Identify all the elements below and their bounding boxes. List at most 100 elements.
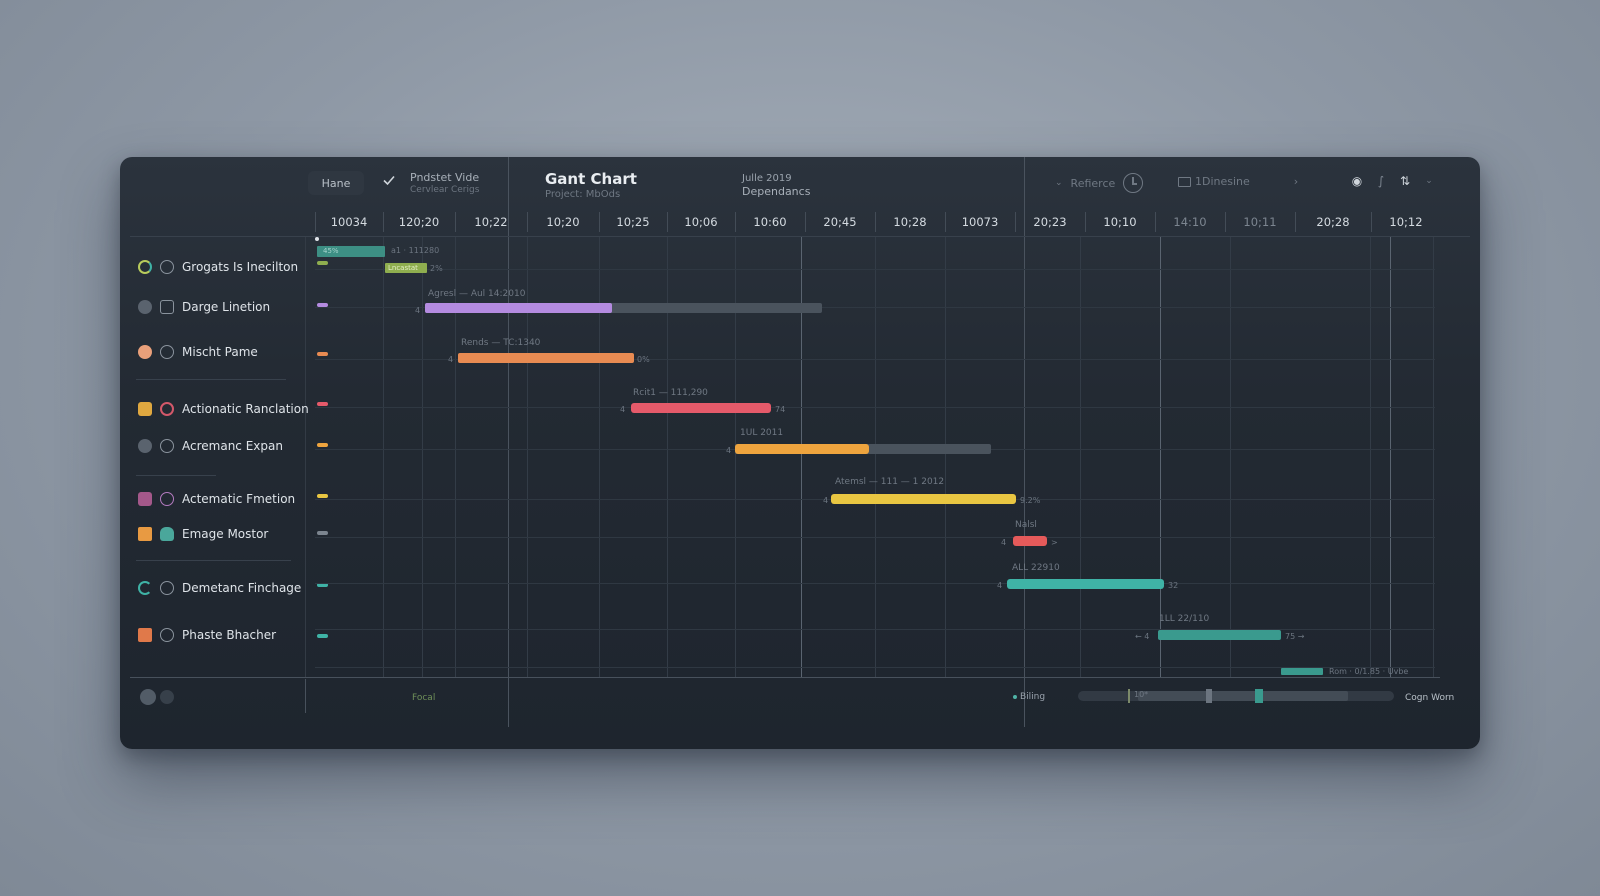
task-row[interactable]: Phaste Bhacher — [138, 625, 276, 645]
tick-separator — [875, 212, 876, 232]
tick-separator — [667, 212, 668, 232]
check-icon[interactable] — [382, 173, 396, 187]
scroll-marker-label: 10* — [1134, 690, 1149, 699]
grid-line — [527, 237, 528, 677]
gantt-bar[interactable] — [425, 303, 612, 313]
time-tick: 20;28 — [1316, 215, 1350, 229]
gantt-bar[interactable] — [1007, 579, 1164, 589]
task-row[interactable]: Emage Mostor — [138, 524, 268, 544]
chevron-down-icon[interactable]: ⌄ — [1425, 176, 1433, 186]
grid-line — [383, 237, 384, 677]
link-icon[interactable]: ∫ — [1377, 174, 1385, 188]
task-color-marker — [317, 303, 328, 307]
bar-label: Nalsl — [1015, 520, 1037, 530]
gantt-bar[interactable] — [1281, 668, 1323, 675]
bar-start-label: 4 — [823, 496, 829, 505]
task-row[interactable]: Demetanc Finchage — [138, 578, 301, 598]
badge-icon — [138, 402, 152, 416]
grid-line — [1370, 237, 1371, 677]
scroll-marker — [1206, 689, 1212, 703]
timeline-selector[interactable]: 1Dinesine › — [1178, 175, 1298, 188]
tick-separator — [1225, 212, 1226, 232]
avatar[interactable] — [160, 690, 174, 704]
task-label: Mischt Pame — [182, 345, 258, 359]
task-label: Actematic Fmetion — [182, 492, 296, 506]
task-row[interactable]: Actionatic Ranclation — [138, 399, 309, 419]
task-row[interactable]: Acremanc Expan — [138, 436, 283, 456]
grid-line — [1230, 237, 1231, 677]
time-tick: 20;23 — [1033, 215, 1067, 229]
bar-end-label: 32 — [1168, 581, 1179, 590]
avatar[interactable] — [140, 689, 156, 705]
tick-separator — [1295, 212, 1296, 232]
bar-end-label: Rom · 0/1.85 · Uvbe — [1329, 667, 1409, 676]
bar-label: Agresl — Aul 14:2010 — [428, 289, 526, 299]
row-line — [315, 269, 1435, 270]
gantt-bar[interactable] — [735, 444, 869, 454]
group-divider — [136, 379, 286, 380]
image-icon — [138, 492, 152, 506]
task-color-marker — [317, 634, 328, 638]
grid-line — [945, 237, 946, 677]
target-icon — [160, 345, 174, 359]
dependencies-label: Dependancs — [742, 185, 811, 198]
user-icon — [160, 260, 174, 274]
gantt-grid: 45% a1 · 111280 Lncastat 2% Agresl — Aul… — [315, 237, 1435, 677]
gantt-bar[interactable] — [458, 353, 634, 363]
tick-separator — [527, 212, 528, 232]
tick-separator — [1371, 212, 1372, 232]
refresh-icon — [138, 260, 152, 274]
task-row[interactable]: Darge Linetion — [138, 297, 270, 317]
cycle-icon — [160, 402, 174, 416]
task-label: Phaste Bhacher — [182, 628, 277, 642]
gantt-bar[interactable] — [1158, 630, 1281, 640]
user-icon — [138, 345, 152, 359]
grid-line — [735, 237, 736, 677]
tick-separator — [383, 212, 384, 232]
page-title: Gant Chart — [545, 170, 637, 188]
row-line — [315, 537, 1435, 538]
title-block: Gant Chart Project: MbOds — [545, 170, 637, 200]
collaborators[interactable] — [140, 689, 174, 705]
reference-dropdown[interactable]: ⌄ Refierce — [1055, 173, 1144, 193]
tick-separator — [599, 212, 600, 232]
project-selector[interactable]: Pndstet Vide Cervlear Cerigs — [410, 171, 479, 195]
today-line — [1024, 157, 1025, 727]
grid-line — [1433, 237, 1434, 677]
time-header: 10034 120;20 10;22 10;20 10;25 10;06 10:… — [315, 209, 1430, 235]
tick-separator — [455, 212, 456, 232]
gantt-bar[interactable] — [831, 494, 1016, 504]
tick-separator — [805, 212, 806, 232]
row-line — [315, 629, 1435, 630]
eye-icon[interactable]: ◉ — [1351, 174, 1363, 188]
task-color-marker — [317, 494, 328, 498]
gantt-bar[interactable]: 45% — [317, 246, 385, 257]
home-button[interactable]: Hane — [308, 171, 364, 195]
chevron-right-icon: › — [1293, 175, 1299, 188]
bar-label: 1UL 2011 — [740, 428, 784, 438]
task-row[interactable]: Grogats Is Inecilton — [138, 257, 298, 277]
task-label: Grogats Is Inecilton — [182, 260, 299, 274]
task-row[interactable]: Mischt Pame — [138, 342, 258, 362]
gantt-bar[interactable]: Lncastat — [385, 263, 427, 273]
bar-start-label: ← 4 — [1135, 632, 1150, 641]
scrollbar-thumb[interactable] — [1138, 691, 1348, 701]
scroll-marker — [1255, 689, 1263, 703]
date-label: Julle 2019 — [742, 173, 792, 184]
confirm-button[interactable]: Cogn Worn — [1405, 693, 1455, 703]
clock-icon[interactable] — [1123, 173, 1144, 193]
time-tick: 10;25 — [616, 215, 650, 229]
bar-start-label: 4 — [997, 581, 1003, 590]
task-color-marker — [317, 443, 328, 447]
gantt-bar[interactable] — [1013, 536, 1047, 546]
settings-icon[interactable]: ⇅ — [1399, 174, 1411, 188]
task-row[interactable]: Actematic Fmetion — [138, 489, 295, 509]
bar-end-label: 75 → — [1285, 632, 1305, 641]
header-divider — [130, 236, 1470, 237]
task-label: Demetanc Finchage — [182, 581, 302, 595]
gantt-bar[interactable] — [631, 403, 771, 413]
bar-start-label: 4 — [620, 405, 626, 414]
timeline-label: 1Dinesine — [1195, 175, 1250, 188]
tick-separator — [735, 212, 736, 232]
timeline-scrollbar[interactable]: 10* — [1078, 689, 1394, 703]
